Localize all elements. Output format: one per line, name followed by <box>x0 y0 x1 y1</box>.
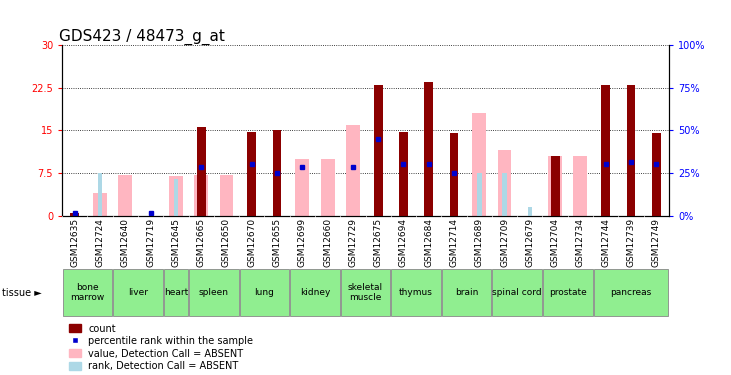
Bar <box>174 178 178 216</box>
Text: GSM12724: GSM12724 <box>96 218 105 267</box>
Text: GSM12655: GSM12655 <box>273 218 281 267</box>
Legend: count, percentile rank within the sample, value, Detection Call = ABSENT, rank, : count, percentile rank within the sample… <box>67 322 255 373</box>
Text: GSM12650: GSM12650 <box>222 218 231 267</box>
Text: lung: lung <box>254 288 274 297</box>
Bar <box>295 159 309 216</box>
Bar <box>477 173 482 216</box>
Text: GDS423 / 48473_g_at: GDS423 / 48473_g_at <box>59 29 225 45</box>
Text: pancreas: pancreas <box>610 288 651 297</box>
Bar <box>450 133 458 216</box>
Bar <box>424 82 433 216</box>
Text: GSM12734: GSM12734 <box>576 218 585 267</box>
Text: GSM12684: GSM12684 <box>424 218 433 267</box>
Bar <box>374 85 382 216</box>
Text: GSM12635: GSM12635 <box>70 218 79 267</box>
Text: GSM12640: GSM12640 <box>121 218 130 267</box>
Bar <box>321 159 335 216</box>
Bar <box>197 128 205 216</box>
Bar <box>63 269 112 316</box>
Text: GSM12665: GSM12665 <box>197 218 205 267</box>
Bar <box>550 156 559 216</box>
Bar <box>346 124 360 216</box>
Bar <box>498 150 512 216</box>
Bar <box>601 85 610 216</box>
Bar <box>275 173 279 216</box>
Text: GSM12645: GSM12645 <box>171 218 181 267</box>
Text: brain: brain <box>455 288 478 297</box>
Bar <box>70 213 79 216</box>
Bar <box>452 173 456 216</box>
Bar <box>189 269 238 316</box>
Bar <box>472 113 486 216</box>
Text: spinal cord: spinal cord <box>493 288 542 297</box>
Bar <box>164 269 188 316</box>
Bar <box>493 269 542 316</box>
Text: kidney: kidney <box>300 288 330 297</box>
Text: GSM12694: GSM12694 <box>399 218 408 267</box>
Text: GSM12729: GSM12729 <box>349 218 357 267</box>
Bar <box>169 176 183 216</box>
Bar <box>113 269 163 316</box>
Text: GSM12749: GSM12749 <box>652 218 661 267</box>
Bar <box>502 173 507 216</box>
Bar <box>548 156 562 216</box>
Bar <box>626 85 635 216</box>
Text: liver: liver <box>128 288 148 297</box>
Text: GSM12704: GSM12704 <box>550 218 560 267</box>
Text: heart: heart <box>164 288 188 297</box>
Bar <box>118 175 132 216</box>
Bar <box>290 269 340 316</box>
Bar <box>247 132 256 216</box>
Bar <box>652 133 661 216</box>
Bar <box>442 269 491 316</box>
Text: thymus: thymus <box>399 288 433 297</box>
Text: prostate: prostate <box>549 288 586 297</box>
Bar <box>240 269 289 316</box>
Text: GSM12675: GSM12675 <box>374 218 382 267</box>
Text: GSM12679: GSM12679 <box>526 218 534 267</box>
Bar <box>93 193 107 216</box>
Bar <box>391 269 441 316</box>
Bar <box>528 207 532 216</box>
Text: GSM12744: GSM12744 <box>601 218 610 267</box>
Bar <box>399 132 408 216</box>
Bar <box>98 173 102 216</box>
Bar <box>553 173 557 216</box>
Text: GSM12739: GSM12739 <box>626 218 635 267</box>
Text: GSM12660: GSM12660 <box>323 218 332 267</box>
Bar <box>194 175 208 216</box>
Bar <box>219 175 233 216</box>
Text: GSM12714: GSM12714 <box>450 218 458 267</box>
Text: spleen: spleen <box>199 288 229 297</box>
Bar <box>573 156 587 216</box>
Text: GSM12719: GSM12719 <box>146 218 155 267</box>
Text: GSM12709: GSM12709 <box>500 218 509 267</box>
Bar <box>341 269 390 316</box>
Text: bone
marrow: bone marrow <box>70 283 105 302</box>
Text: tissue ►: tissue ► <box>2 288 42 297</box>
Text: GSM12699: GSM12699 <box>298 218 307 267</box>
Text: skeletal
muscle: skeletal muscle <box>348 283 383 302</box>
Text: GSM12689: GSM12689 <box>474 218 484 267</box>
Text: GSM12670: GSM12670 <box>247 218 257 267</box>
Bar <box>543 269 593 316</box>
Bar <box>594 269 668 316</box>
Bar <box>273 130 281 216</box>
